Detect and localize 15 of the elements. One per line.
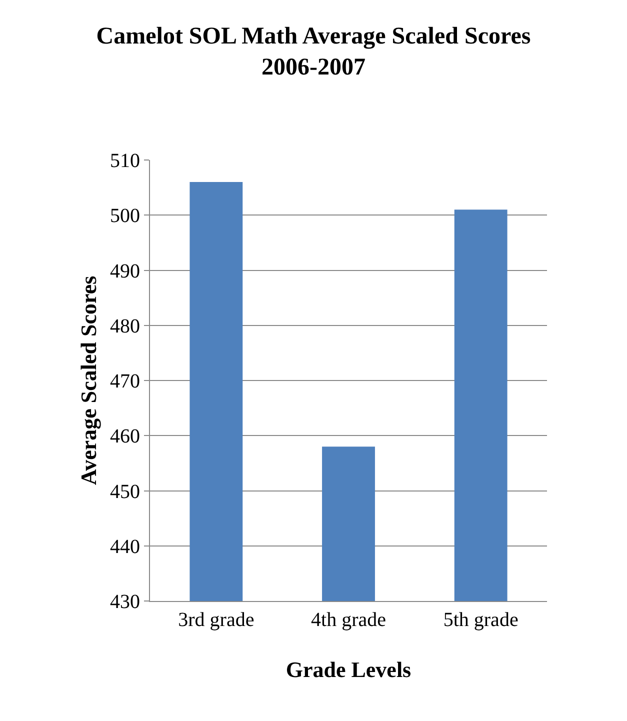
x-tick-label: 4th grade — [311, 609, 386, 631]
x-tick-label: 3rd grade — [178, 609, 254, 631]
y-tick-label: 500 — [110, 205, 140, 228]
y-tick-label: 460 — [110, 426, 140, 448]
y-tick-label: 440 — [110, 536, 140, 558]
y-axis-title: Average Scaled Scores — [76, 275, 101, 486]
y-tick-label: 470 — [110, 370, 140, 392]
y-tick-label: 430 — [110, 591, 140, 613]
chart-title: Camelot SOL Math Average Scaled Scores 2006-2007 — [96, 23, 531, 80]
y-tick-label: 450 — [110, 480, 140, 503]
x-tick-label: 5th grade — [443, 609, 518, 631]
y-tick-label: 480 — [110, 315, 140, 338]
y-tick-label: 490 — [110, 260, 140, 282]
y-tick-label: 510 — [110, 150, 140, 172]
x-axis-title: Grade Levels — [286, 657, 412, 682]
